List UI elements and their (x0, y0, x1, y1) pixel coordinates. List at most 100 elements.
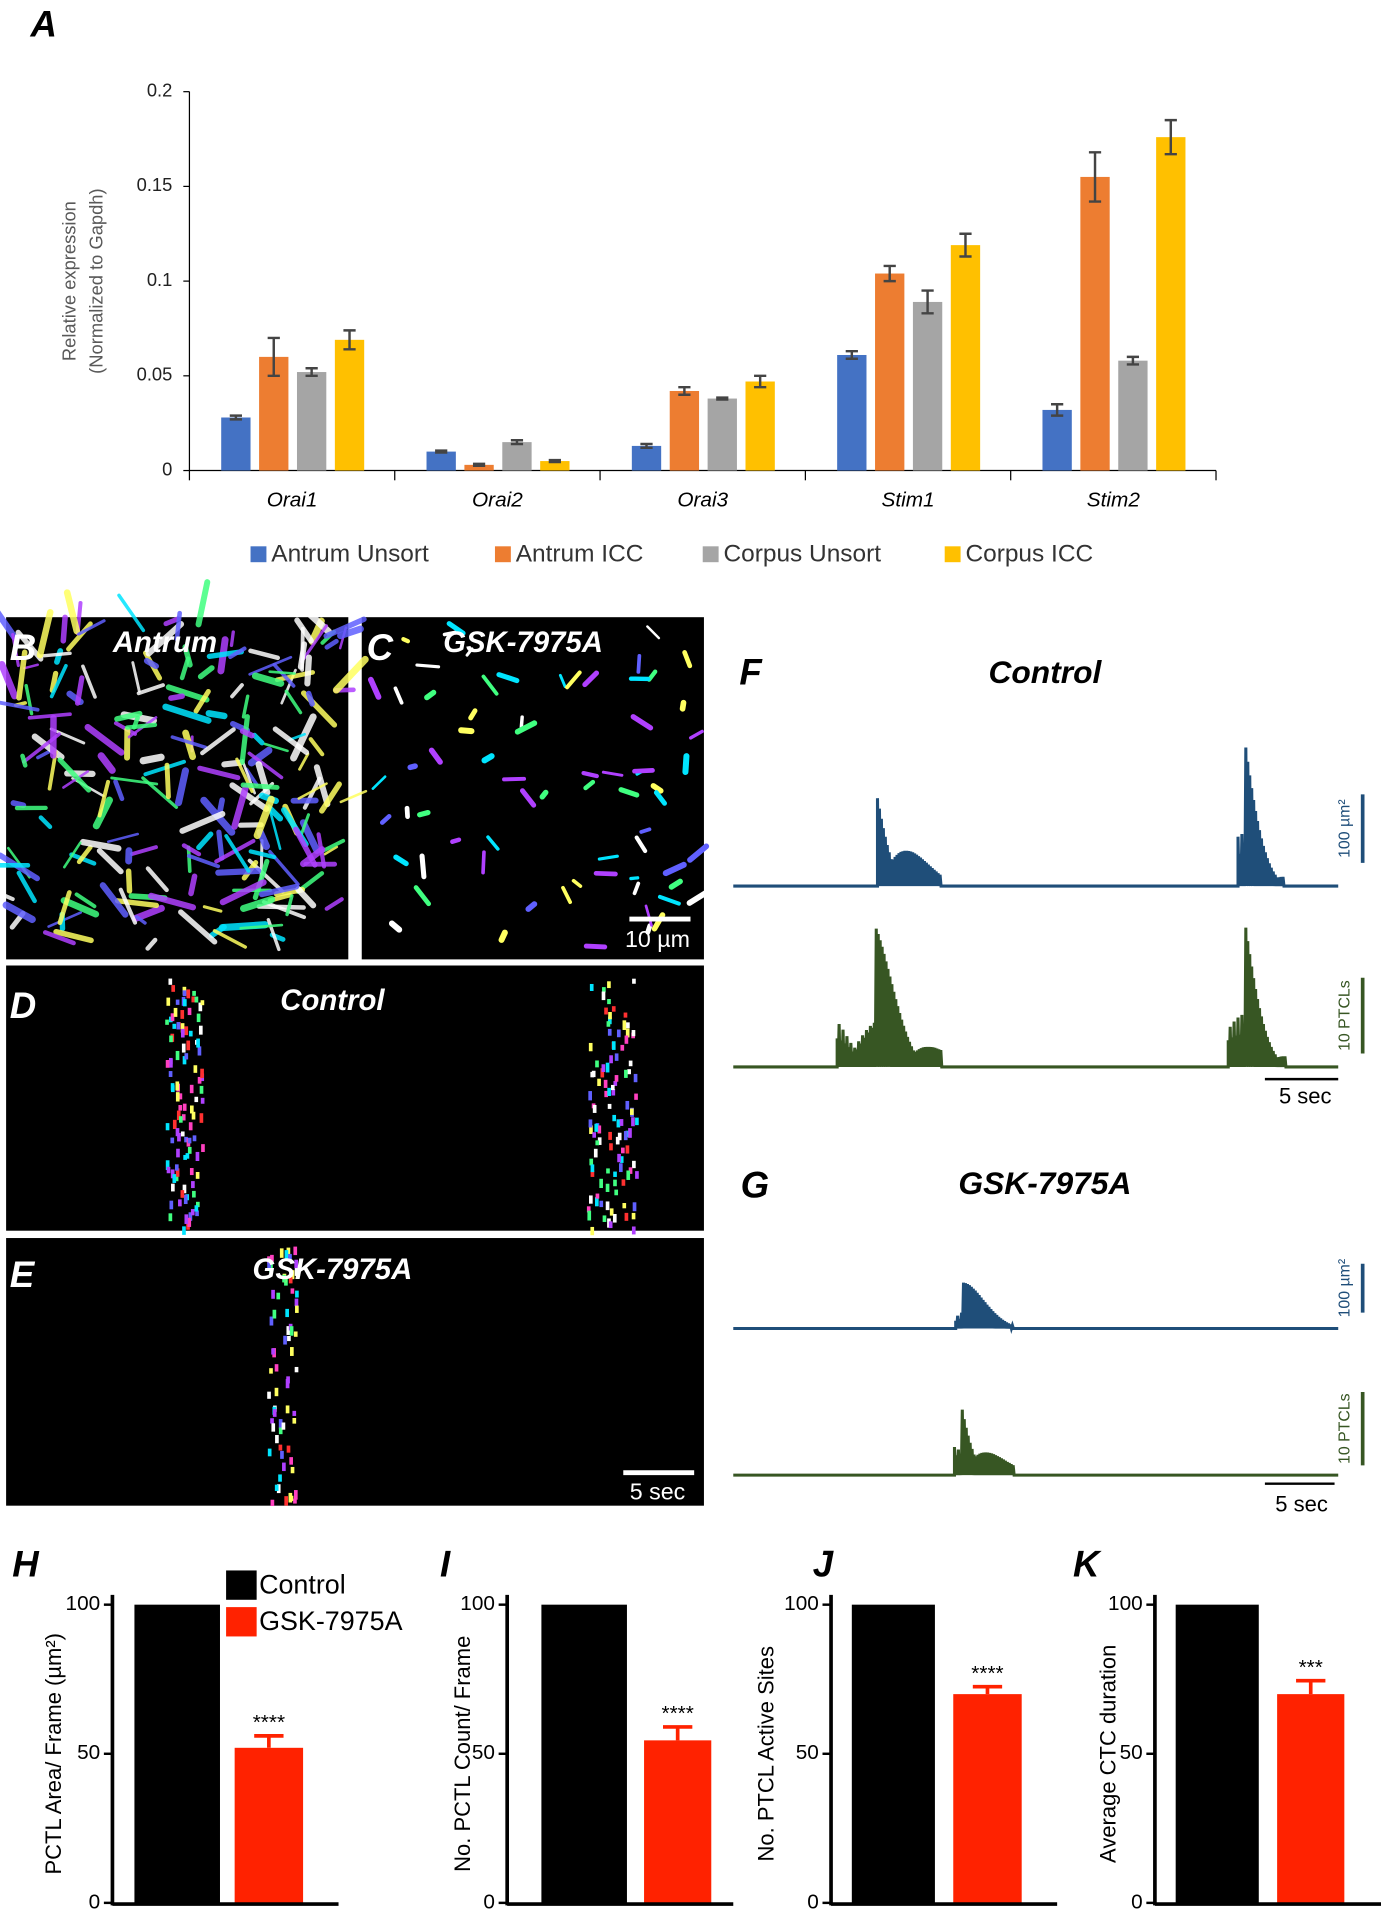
texture (106, 832, 139, 843)
texture (300, 846, 326, 868)
y-tick-label: 0 (483, 1890, 495, 1913)
texture (171, 985, 176, 992)
texture (305, 690, 315, 707)
texture (182, 729, 197, 761)
texture (290, 713, 317, 762)
texture (195, 1151, 200, 1162)
texture (192, 990, 196, 996)
texture (442, 630, 458, 637)
bar (426, 451, 456, 471)
texture (583, 779, 596, 791)
texture (450, 837, 462, 844)
texture (616, 1119, 621, 1128)
texture (624, 1035, 629, 1044)
texture (588, 1119, 593, 1128)
texture (613, 1081, 618, 1086)
texture (595, 1193, 600, 1199)
texture (16, 649, 28, 701)
texture (639, 827, 652, 834)
texture (657, 894, 681, 906)
y-tick-label: 0.05 (137, 364, 173, 385)
texture (630, 714, 654, 731)
texture (182, 644, 193, 668)
texture (623, 1131, 628, 1141)
texture (178, 909, 218, 945)
texture (194, 1205, 199, 1212)
texture (323, 845, 339, 856)
texture (165, 1019, 169, 1025)
texture (323, 616, 367, 639)
texture (256, 904, 306, 910)
image-label: Control (280, 984, 385, 1017)
texture (198, 1002, 203, 1012)
texture (612, 1214, 617, 1223)
texture (239, 728, 255, 739)
texture (631, 1117, 635, 1127)
texture (99, 882, 129, 918)
texture (145, 621, 185, 657)
texture (597, 1125, 602, 1134)
texture (193, 688, 211, 714)
texture (274, 1484, 279, 1491)
texture (267, 1262, 271, 1271)
texture (269, 1263, 273, 1273)
y-axis-label: No. PCTL Count/ Frame (450, 1636, 475, 1872)
texture (588, 1042, 593, 1052)
error-bar (921, 289, 934, 315)
texture (170, 1137, 175, 1144)
scale-label: 10 µm (625, 926, 690, 952)
texture (0, 700, 40, 712)
texture (687, 843, 710, 863)
texture (192, 1135, 197, 1142)
bar (1175, 1604, 1259, 1903)
texture (624, 1212, 629, 1221)
y-axis-label: PCTL Area/ Frame (µm²) (41, 1633, 66, 1875)
texture (275, 1435, 279, 1444)
texture (278, 1419, 283, 1429)
texture (324, 638, 339, 650)
texture (589, 1125, 593, 1134)
texture (625, 1100, 630, 1110)
trace-title: Control (988, 654, 1102, 690)
texture (606, 1168, 610, 1174)
texture (631, 1212, 636, 1220)
texture (143, 657, 159, 670)
texture (195, 579, 211, 628)
texture (162, 703, 212, 724)
texture (601, 1064, 606, 1073)
image-texture (0, 579, 711, 1507)
y-tick-label: 0.2 (147, 80, 172, 101)
texture (202, 905, 223, 913)
texture (183, 1194, 188, 1205)
texture (608, 1221, 613, 1229)
texture (282, 1274, 286, 1283)
texture (191, 996, 196, 1003)
texture (590, 1226, 595, 1236)
texture (284, 1496, 288, 1506)
texture (63, 841, 82, 869)
texture (419, 853, 427, 880)
texture (597, 1078, 601, 1087)
texture (272, 1309, 277, 1319)
texture (293, 1498, 297, 1504)
texture (37, 651, 72, 658)
texture (632, 1202, 637, 1212)
texture (251, 672, 285, 687)
error-bar (663, 1725, 693, 1741)
texture (608, 1131, 612, 1140)
texture (175, 767, 189, 807)
texture (190, 1209, 195, 1216)
texture (189, 1084, 194, 1094)
panel-letter: I (440, 1543, 451, 1584)
texture (609, 1143, 613, 1151)
scale-label: 10 PTCLs (1337, 980, 1354, 1051)
bar (912, 301, 943, 471)
panel-letter: K (1073, 1543, 1102, 1584)
scale-label: 100 µm² (1337, 799, 1354, 858)
texture (174, 610, 182, 642)
texture (271, 1348, 275, 1355)
bar (1080, 176, 1110, 471)
texture (57, 890, 72, 926)
texture (635, 1171, 639, 1179)
texture (621, 1179, 626, 1186)
